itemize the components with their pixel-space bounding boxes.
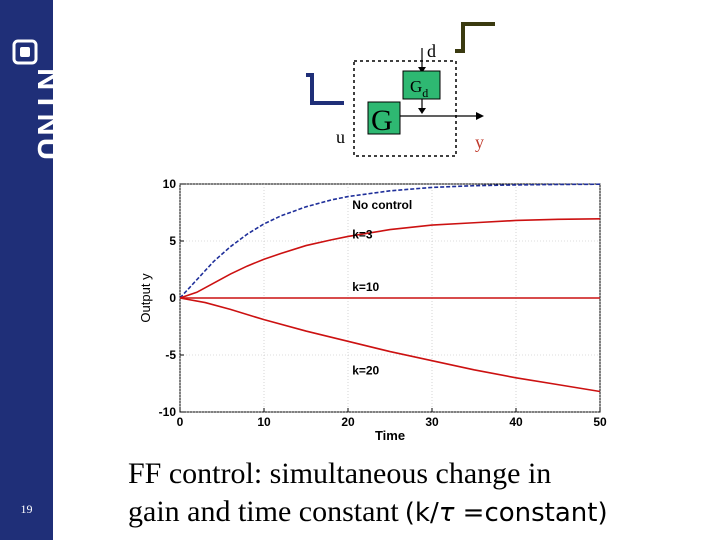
y-tick-label: -10 (159, 405, 177, 419)
x-tick-label: 0 (177, 415, 184, 429)
sidebar-band: NTNU 19 (0, 0, 66, 540)
step-up-icon (455, 22, 495, 53)
caption-line-2-text: gain and time constant (128, 495, 399, 528)
slide-number: 19 (20, 502, 33, 516)
logo-text: NTNU (31, 68, 53, 162)
g-label: G (371, 104, 393, 137)
block-diagram: d Gd G u y (290, 15, 510, 165)
x-tick-label: 30 (425, 415, 439, 429)
logo-square-icon (12, 39, 38, 65)
plant-boundary (353, 60, 457, 157)
series-line-3 (179, 297, 601, 393)
x-tick-label: 50 (593, 415, 607, 429)
slide-caption: FF control: simultaneous change in gain … (128, 455, 718, 532)
caption-line-2: gain and time constant (k/τ =constant) (128, 493, 718, 532)
d-label: d (427, 41, 436, 61)
series-line-0 (179, 183, 601, 299)
y-tick-label: -5 (165, 348, 176, 362)
series-line-1 (179, 217, 601, 299)
y-axis-label: Output y (138, 273, 153, 323)
g-block (367, 101, 401, 135)
response-plot: 0 10 20 30 40 50 -10 -5 0 5 10 Time Output y No contr… (120, 170, 620, 450)
gd-label: Gd (410, 77, 428, 100)
y-tick-label: 5 (169, 234, 176, 248)
annotation-3: k=20 (352, 363, 379, 377)
annotation-1: k=3 (352, 228, 373, 242)
y-tick-label: 10 (163, 177, 177, 191)
formula: (k/τ =constant) (404, 498, 608, 528)
x-axis-label: Time (375, 428, 405, 443)
u-label: u (336, 127, 345, 147)
step-down-icon (306, 73, 344, 105)
annotation-2: k=10 (352, 280, 379, 294)
x-tick-label: 10 (257, 415, 271, 429)
y-tick-label: 0 (169, 291, 176, 305)
y-label: y (475, 132, 484, 152)
ntnu-logo: NTNU (0, 0, 66, 200)
caption-line-1: FF control: simultaneous change in (128, 457, 552, 490)
gd-block (402, 70, 441, 100)
x-tick-label: 20 (341, 415, 355, 429)
annotation-0: No control (352, 198, 412, 212)
x-tick-label: 40 (509, 415, 523, 429)
